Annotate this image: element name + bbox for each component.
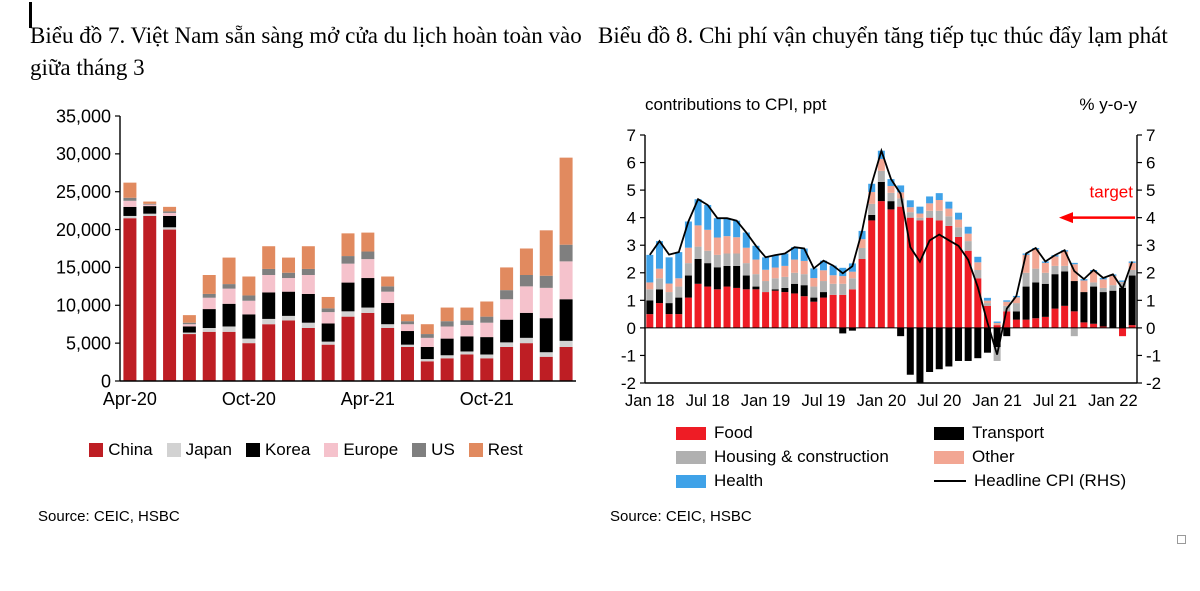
legend-swatch-icon	[934, 426, 964, 440]
legend-item-headline-cpi-rhs: Headline CPI (RHS)	[934, 471, 1127, 490]
legend-label: Japan	[185, 440, 232, 459]
small-square-marker	[1177, 535, 1186, 544]
chart8-title: Biểu đồ 8. Chi phí vận chuyển tăng tiếp …	[598, 23, 1168, 48]
svg-text:-1: -1	[1146, 346, 1161, 365]
svg-text:Jul 19: Jul 19	[801, 392, 845, 410]
tourism-arrivals-bars	[123, 157, 573, 381]
svg-text:6: 6	[1146, 154, 1155, 173]
svg-text:Jan 21: Jan 21	[972, 392, 1022, 410]
svg-text:Oct-20: Oct-20	[222, 389, 276, 409]
legend-item-china: China	[89, 440, 153, 460]
svg-text:25,000: 25,000	[56, 182, 111, 202]
svg-text:Jan 20: Jan 20	[857, 392, 907, 410]
svg-text:6: 6	[627, 154, 636, 173]
svg-text:35,000: 35,000	[56, 106, 111, 126]
left-axis-title: contributions to CPI, ppt	[645, 95, 827, 114]
svg-text:3: 3	[1146, 236, 1155, 255]
svg-text:4: 4	[1146, 209, 1155, 228]
svg-text:-1: -1	[621, 346, 636, 365]
svg-text:1: 1	[627, 291, 636, 310]
legend-item-korea: Korea	[245, 440, 311, 460]
svg-text:10,000: 10,000	[56, 296, 111, 316]
legend-item-other: Other	[934, 447, 1126, 466]
svg-text:-2: -2	[1146, 374, 1161, 393]
text-cursor-artifact	[29, 2, 32, 28]
svg-text:7: 7	[627, 126, 636, 145]
svg-text:20,000: 20,000	[56, 220, 111, 240]
cpi-contributions-bars	[646, 150, 1136, 383]
svg-text:7: 7	[1146, 126, 1155, 145]
chart8-source: Source: CEIC, HSBC	[610, 508, 752, 525]
legend-label: Rest	[487, 440, 523, 459]
svg-text:5: 5	[1146, 181, 1155, 200]
svg-text:Jul 18: Jul 18	[686, 392, 730, 410]
svg-text:30,000: 30,000	[56, 144, 111, 164]
legend-swatch-icon	[245, 443, 260, 457]
legend-swatch-icon	[468, 443, 483, 457]
legend-swatch-icon	[676, 450, 706, 464]
svg-text:2: 2	[627, 264, 636, 283]
legend-swatch-icon	[676, 474, 706, 488]
legend-label: Food	[714, 423, 753, 442]
svg-text:0: 0	[1146, 319, 1155, 338]
legend-line-swatch-icon	[934, 480, 966, 482]
chart7-source: Source: CEIC, HSBC	[38, 508, 180, 525]
legend-label: Transport	[972, 423, 1045, 442]
legend-item-health: Health	[676, 471, 934, 490]
svg-text:Jan 19: Jan 19	[741, 392, 791, 410]
svg-text:15,000: 15,000	[56, 258, 111, 278]
right-axis-title: % y-o-y	[1079, 95, 1137, 114]
legend-swatch-icon	[934, 450, 964, 464]
svg-text:Apr-20: Apr-20	[103, 389, 157, 409]
chart7-legend: China Japan Korea Europe US Rest	[30, 440, 582, 460]
legend-swatch-icon	[676, 426, 706, 440]
legend-item-rest: Rest	[468, 440, 523, 460]
svg-text:3: 3	[627, 236, 636, 255]
chart7-title: Biểu đồ 7. Việt Nam sẵn sàng mở cửa du l…	[30, 23, 582, 80]
legend-label: Other	[972, 447, 1015, 466]
legend-label: Health	[714, 471, 764, 490]
cpi-contributions-svg: -2 -2 -1 -1 0 0 1 1 2 2 3 3 4 4 5 5 6 6 7 7 Jan 18 Jul 18 Jan …	[621, 126, 1161, 410]
chart8-legend: Food Transport Housing & construction Other…	[676, 423, 1127, 490]
legend-label: China	[108, 440, 153, 459]
legend-swatch-icon	[89, 443, 104, 457]
svg-text:0: 0	[627, 319, 636, 338]
legend-item-housing-construction: Housing & construction	[676, 447, 934, 466]
legend-item-japan: Japan	[166, 440, 232, 460]
svg-text:Jan 22: Jan 22	[1088, 392, 1138, 410]
target-arrow-head-icon	[1059, 212, 1073, 224]
svg-text:5: 5	[627, 181, 636, 200]
svg-text:Jul 20: Jul 20	[917, 392, 961, 410]
tourism-arrivals-svg: 0 5,000 10,000 15,000 20,000 25,000 30,000 35,0…	[56, 106, 576, 409]
legend-item-transport: Transport	[934, 423, 1126, 442]
svg-text:Apr-21: Apr-21	[341, 389, 395, 409]
legend-item-us: US	[412, 440, 455, 460]
legend-label: Europe	[343, 440, 399, 459]
tourism-arrivals-chart: 0 5,000 10,000 15,000 20,000 25,000 30,000 35,0…	[28, 96, 580, 410]
target-label: target	[1090, 183, 1134, 202]
legend-swatch-icon	[324, 443, 339, 457]
headline-cpi-line	[649, 147, 1134, 355]
svg-text:2: 2	[1146, 264, 1155, 283]
svg-text:4: 4	[627, 209, 636, 228]
svg-text:1: 1	[1146, 291, 1155, 310]
svg-text:Jul 21: Jul 21	[1033, 392, 1077, 410]
legend-label: Headline CPI (RHS)	[974, 471, 1127, 490]
legend-label: Korea	[264, 440, 311, 459]
svg-text:Jan 18: Jan 18	[625, 392, 675, 410]
legend-item-food: Food	[676, 423, 934, 442]
svg-text:0: 0	[101, 371, 111, 391]
cpi-contributions-chart: -2 -2 -1 -1 0 0 1 1 2 2 3 3 4 4 5 5 6 6 7 7 Jan 18 Jul 18 Jan …	[598, 118, 1178, 414]
legend-swatch-icon	[166, 443, 181, 457]
svg-text:-2: -2	[621, 374, 636, 393]
legend-swatch-icon	[412, 443, 427, 457]
legend-label: US	[431, 440, 455, 459]
legend-item-europe: Europe	[324, 440, 398, 460]
legend-label: Housing & construction	[714, 447, 889, 466]
chart8-axis-subtitles: contributions to CPI, ppt % y-o-y	[645, 95, 1137, 115]
svg-text:Oct-21: Oct-21	[460, 389, 514, 409]
svg-text:5,000: 5,000	[66, 333, 111, 353]
